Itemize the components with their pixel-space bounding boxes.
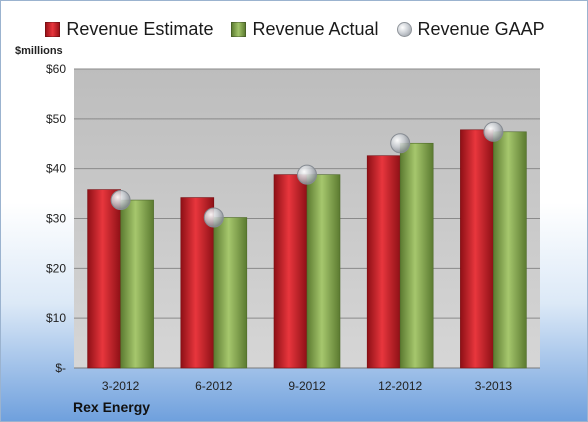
legend-item-actual: Revenue Actual (231, 18, 379, 40)
unit-label: $millions (15, 45, 63, 57)
estimate-bar (460, 129, 494, 369)
x-tick-label: 3-2012 (102, 379, 140, 393)
legend-label-estimate: Revenue Estimate (66, 18, 214, 39)
actual-bar (120, 199, 154, 369)
x-tick-label: 3-2013 (475, 379, 513, 393)
y-tick-label: $20 (46, 261, 66, 275)
estimate-bar (366, 155, 401, 369)
gaap-marker (110, 190, 131, 211)
y-tick-label: $30 (46, 212, 66, 226)
legend-item-estimate: Revenue Estimate (45, 19, 213, 40)
legend-label-gaap: Revenue GAAP (417, 18, 545, 39)
bars (87, 129, 527, 369)
x-tick-label: 6-2012 (195, 379, 233, 393)
estimate-bar (273, 174, 308, 369)
y-tick-label: $50 (46, 112, 66, 126)
gaap-markers (110, 121, 504, 228)
gaap-marker (297, 164, 317, 185)
x-tick-label: 9-2012 (288, 379, 326, 393)
legend: Revenue Estimate Revenue Actual Revenue … (1, 15, 587, 43)
x-axis-ticks: 3-2012 6-2012 9-2012 12-2012 3-2013 (102, 379, 512, 393)
gaap-marker (483, 121, 504, 142)
actual-bar (399, 142, 434, 369)
gaap-marker (390, 133, 411, 154)
y-tick-label: $60 (46, 62, 66, 76)
x-tick-label: 12-2012 (378, 379, 422, 393)
estimate-bar (87, 189, 121, 369)
legend-label-actual: Revenue Actual (252, 18, 379, 39)
actual-bar (213, 217, 248, 369)
y-axis-ticks: $- $10 $20 $30 $40 $50 $60 (46, 62, 66, 375)
actual-bar (306, 174, 341, 369)
gaap-marker (203, 207, 224, 228)
legend-item-gaap: Revenue GAAP (396, 18, 545, 40)
estimate-swatch (45, 21, 61, 37)
y-tick-label: $- (55, 361, 66, 375)
gaap-marker-swatch (396, 21, 412, 37)
company-name: Rex Energy (73, 399, 151, 415)
y-tick-label: $40 (46, 162, 66, 176)
actual-swatch (231, 21, 247, 37)
actual-bar (493, 131, 527, 369)
y-tick-label: $10 (46, 311, 66, 325)
